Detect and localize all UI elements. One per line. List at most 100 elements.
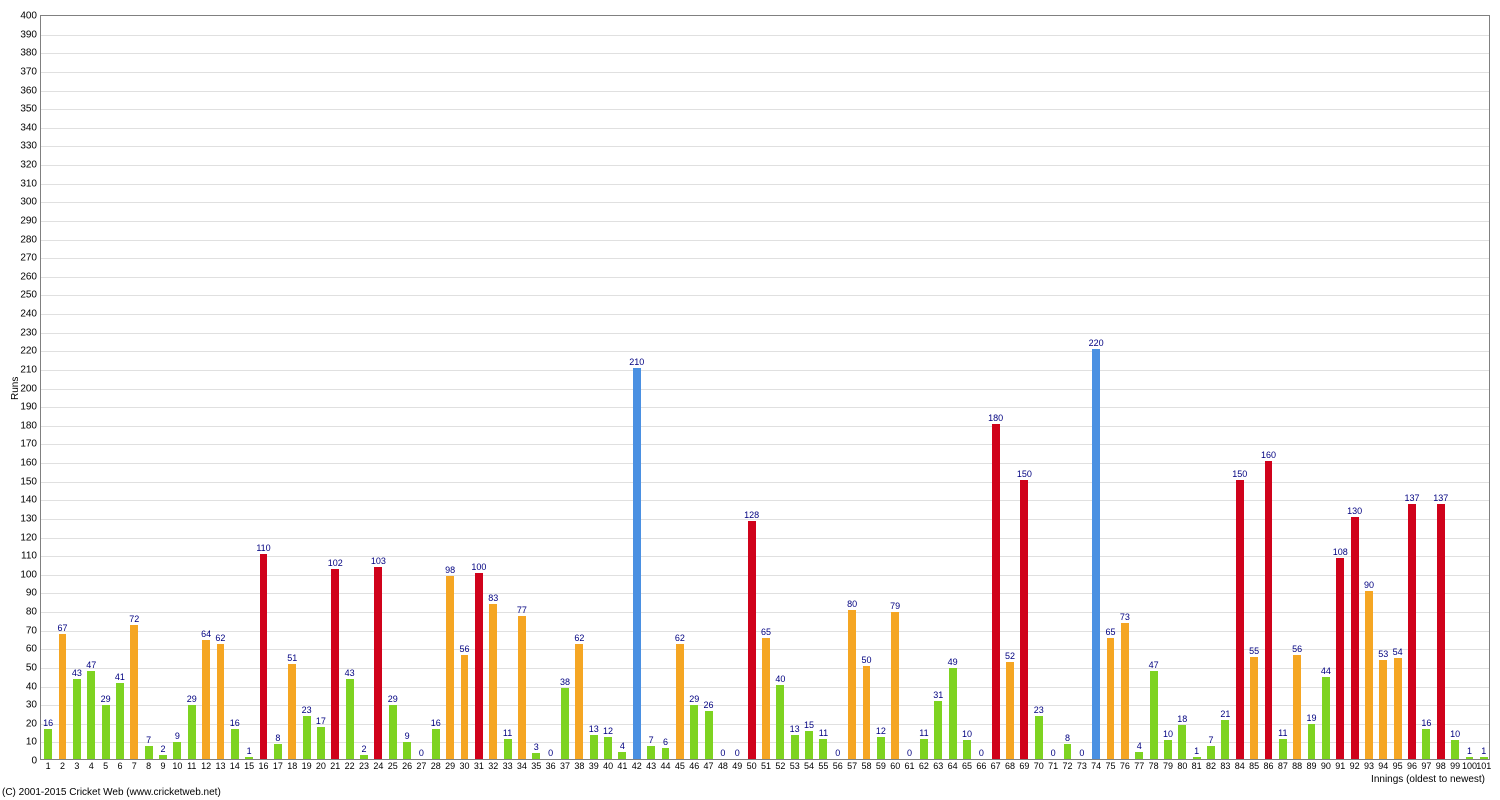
bar-value-label: 23 bbox=[1034, 705, 1044, 716]
x-tick-label: 93 bbox=[1364, 759, 1374, 771]
bar-value-label: 0 bbox=[1079, 748, 1084, 759]
x-tick-label: 11 bbox=[187, 759, 196, 771]
bar-value-label: 10 bbox=[962, 729, 972, 740]
bar: 128 bbox=[748, 521, 756, 759]
y-tick-label: 110 bbox=[21, 551, 41, 562]
x-tick-label: 98 bbox=[1436, 759, 1446, 771]
bar-value-label: 98 bbox=[445, 565, 455, 576]
x-tick-label: 25 bbox=[388, 759, 398, 771]
y-tick-label: 340 bbox=[20, 122, 41, 133]
copyright-text: (C) 2001-2015 Cricket Web (www.cricketwe… bbox=[2, 787, 221, 798]
x-tick-label: 96 bbox=[1407, 759, 1417, 771]
bar-value-label: 21 bbox=[1220, 709, 1230, 720]
bar-value-label: 90 bbox=[1364, 580, 1374, 591]
y-tick-label: 60 bbox=[26, 644, 41, 655]
x-tick-label: 66 bbox=[976, 759, 986, 771]
bar: 65 bbox=[1107, 638, 1115, 759]
x-tick-label: 48 bbox=[718, 759, 728, 771]
x-tick-label: 30 bbox=[459, 759, 469, 771]
x-tick-label: 37 bbox=[560, 759, 570, 771]
bar-value-label: 17 bbox=[316, 716, 326, 727]
x-tick-label: 35 bbox=[531, 759, 541, 771]
bar: 7 bbox=[145, 746, 153, 759]
bars-layer: 1667434729417272929646216111085123171024… bbox=[41, 16, 1489, 759]
bar: 23 bbox=[1035, 716, 1043, 759]
bar-value-label: 180 bbox=[988, 413, 1003, 424]
bar: 11 bbox=[920, 739, 928, 759]
x-tick-label: 90 bbox=[1321, 759, 1331, 771]
x-tick-label: 57 bbox=[847, 759, 857, 771]
bar: 137 bbox=[1408, 504, 1416, 759]
y-tick-label: 30 bbox=[26, 700, 41, 711]
bar-value-label: 150 bbox=[1017, 469, 1032, 480]
x-tick-label: 23 bbox=[359, 759, 369, 771]
x-tick-label: 76 bbox=[1120, 759, 1130, 771]
bar-value-label: 137 bbox=[1405, 493, 1420, 504]
bar: 6 bbox=[662, 748, 670, 759]
bar-value-label: 102 bbox=[328, 558, 343, 569]
bar: 7 bbox=[1207, 746, 1215, 759]
y-tick-label: 380 bbox=[20, 48, 41, 59]
plot-area: 0102030405060708090100110120130140150160… bbox=[40, 15, 1490, 760]
bar-value-label: 26 bbox=[704, 700, 714, 711]
bar-value-label: 64 bbox=[201, 629, 211, 640]
y-tick-label: 0 bbox=[31, 756, 41, 767]
x-tick-label: 50 bbox=[747, 759, 757, 771]
bar: 43 bbox=[73, 679, 81, 759]
bar-value-label: 1 bbox=[1194, 746, 1199, 757]
bar-value-label: 8 bbox=[275, 733, 280, 744]
runs-by-innings-chart: 0102030405060708090100110120130140150160… bbox=[0, 0, 1500, 800]
x-tick-label: 78 bbox=[1149, 759, 1159, 771]
x-tick-label: 26 bbox=[402, 759, 412, 771]
bar: 98 bbox=[446, 576, 454, 759]
bar: 18 bbox=[1178, 725, 1186, 759]
x-tick-label: 36 bbox=[546, 759, 556, 771]
x-tick-label: 73 bbox=[1077, 759, 1087, 771]
bar-value-label: 0 bbox=[835, 748, 840, 759]
bar: 80 bbox=[848, 610, 856, 759]
bar-value-label: 62 bbox=[574, 633, 584, 644]
bar-value-label: 49 bbox=[948, 657, 958, 668]
y-tick-label: 20 bbox=[26, 718, 41, 729]
bar: 210 bbox=[633, 368, 641, 759]
x-tick-label: 71 bbox=[1048, 759, 1058, 771]
x-tick-label: 41 bbox=[617, 759, 627, 771]
y-tick-label: 250 bbox=[20, 290, 41, 301]
bar-value-label: 15 bbox=[804, 720, 814, 731]
y-tick-label: 390 bbox=[20, 29, 41, 40]
bar: 31 bbox=[934, 701, 942, 759]
x-tick-label: 6 bbox=[117, 759, 122, 771]
bar: 62 bbox=[676, 644, 684, 759]
bar-value-label: 11 bbox=[919, 728, 928, 739]
bar-value-label: 160 bbox=[1261, 450, 1276, 461]
bar: 16 bbox=[1422, 729, 1430, 759]
bar: 43 bbox=[346, 679, 354, 759]
bar: 41 bbox=[116, 683, 124, 759]
y-tick-label: 330 bbox=[20, 141, 41, 152]
bar: 23 bbox=[303, 716, 311, 759]
x-tick-label: 9 bbox=[161, 759, 166, 771]
y-tick-label: 240 bbox=[20, 309, 41, 320]
x-tick-label: 24 bbox=[373, 759, 383, 771]
x-tick-label: 52 bbox=[775, 759, 785, 771]
bar-value-label: 130 bbox=[1347, 506, 1362, 517]
x-tick-label: 51 bbox=[761, 759, 771, 771]
x-tick-label: 87 bbox=[1278, 759, 1288, 771]
x-tick-label: 94 bbox=[1378, 759, 1388, 771]
bar: 13 bbox=[791, 735, 799, 759]
x-tick-label: 86 bbox=[1263, 759, 1273, 771]
bar: 29 bbox=[188, 705, 196, 759]
bar-value-label: 9 bbox=[405, 731, 410, 742]
bar: 150 bbox=[1020, 480, 1028, 759]
bar-value-label: 10 bbox=[1450, 729, 1460, 740]
y-tick-label: 280 bbox=[20, 234, 41, 245]
x-tick-label: 53 bbox=[790, 759, 800, 771]
bar-value-label: 2 bbox=[361, 744, 366, 755]
bar: 17 bbox=[317, 727, 325, 759]
y-tick-label: 190 bbox=[20, 402, 41, 413]
bar-value-label: 65 bbox=[1106, 627, 1116, 638]
bar: 72 bbox=[130, 625, 138, 759]
x-tick-label: 58 bbox=[861, 759, 871, 771]
x-tick-label: 45 bbox=[675, 759, 685, 771]
bar-value-label: 0 bbox=[720, 748, 725, 759]
